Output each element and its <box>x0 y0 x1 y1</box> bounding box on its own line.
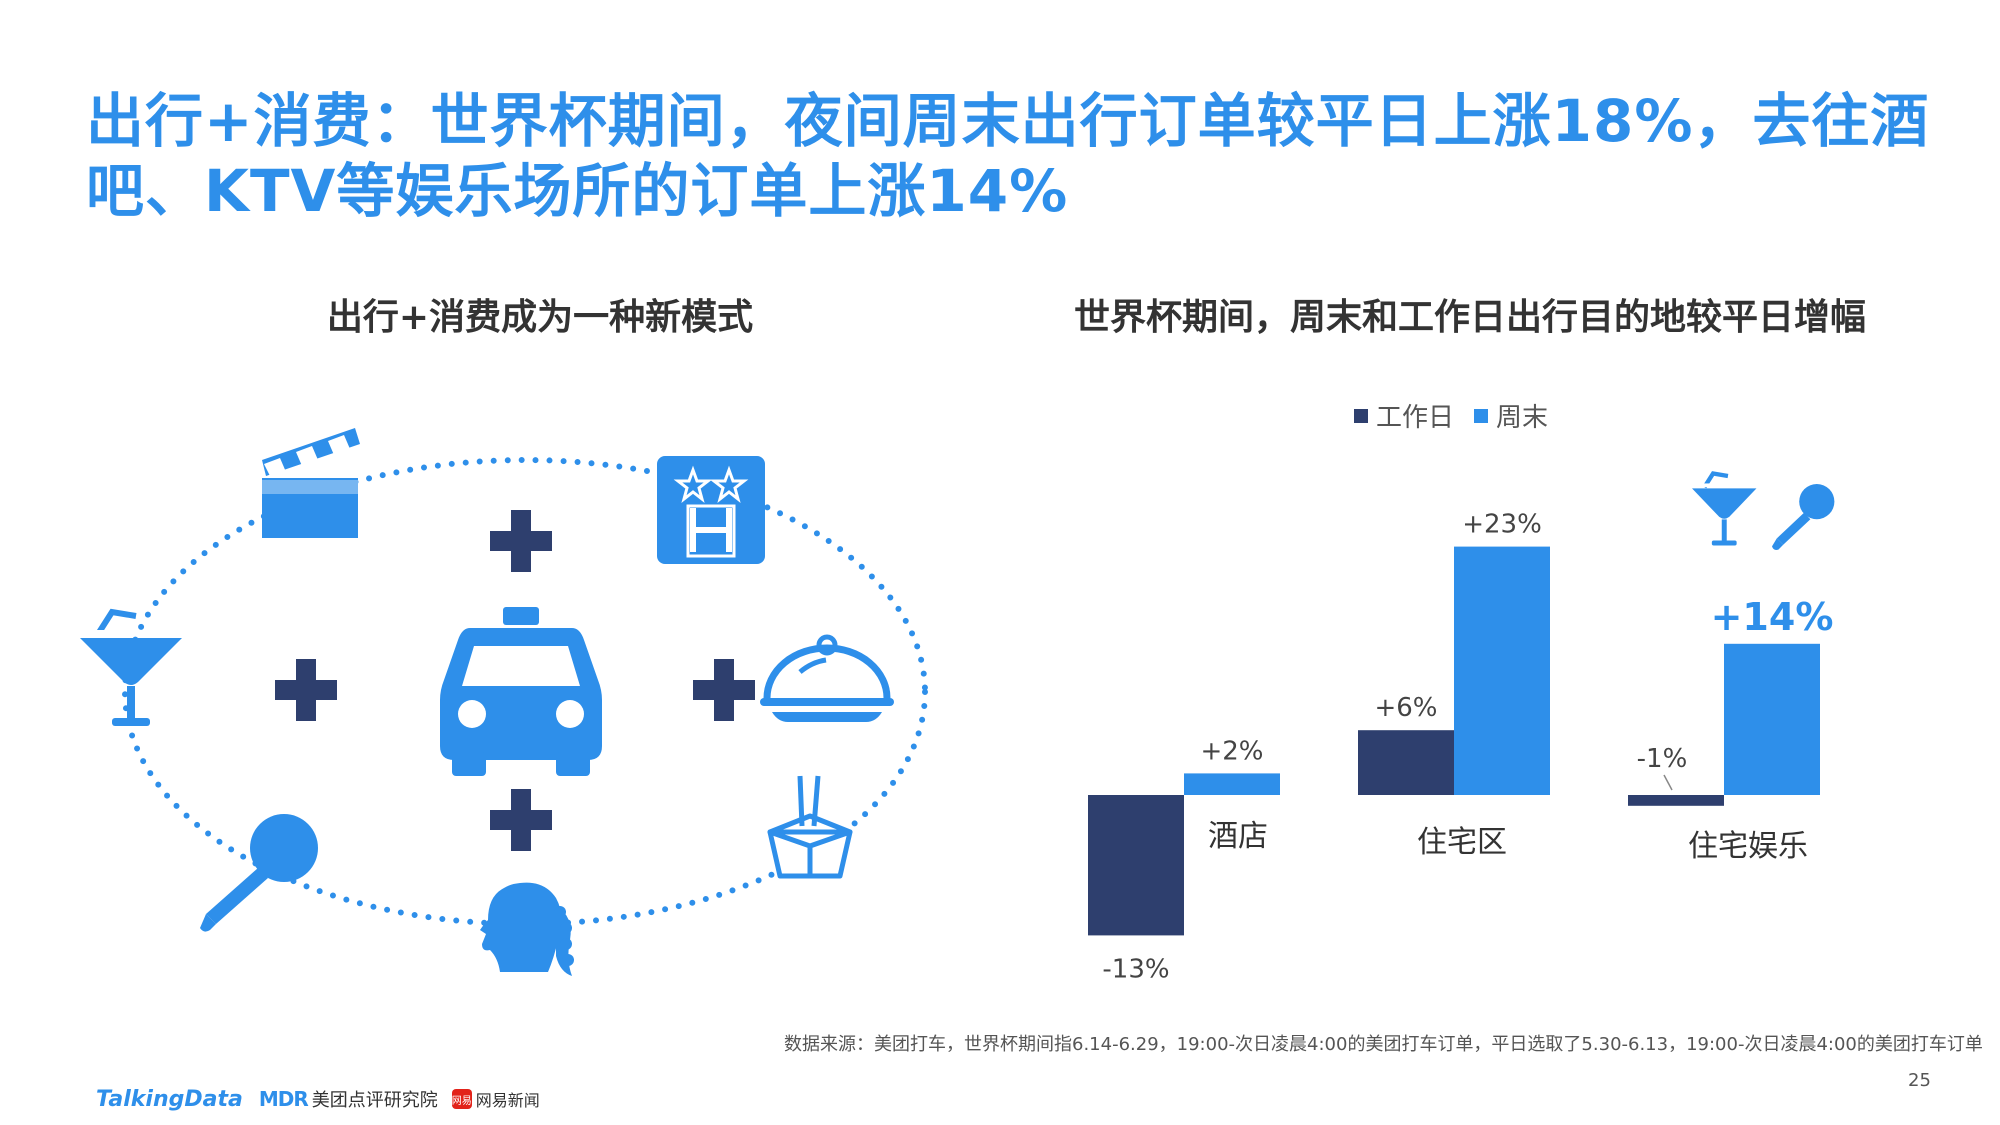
destination-growth-chart: -13% +2% 酒店 +6% +23% 住宅区 -1% +14% 住宅娱乐 <box>1088 471 1835 984</box>
dianping-logo-label: 美团点评研究院 <box>311 1090 438 1111</box>
bar-workday-0 <box>1088 795 1184 936</box>
plus-icon <box>275 659 337 721</box>
left-section-title: 出行+消费成为一种新模式 <box>326 297 754 338</box>
label-leader-line <box>1663 774 1673 791</box>
legend-label-workday: 工作日 <box>1376 403 1455 433</box>
right-section-title: 世界杯期间，周末和工作日出行目的地较平日增幅 <box>1073 297 1866 338</box>
plus-icon <box>490 510 552 572</box>
legend-swatch-workday <box>1354 408 1368 423</box>
data-label-workday-2: -1% <box>1637 744 1688 774</box>
takeout-box-icon <box>767 775 853 879</box>
partner-logos: TalkingData MDR 美团点评研究院 网易 网易新闻 <box>96 1084 540 1114</box>
data-source-note: 数据来源：美团打车，世界杯期间指6.14-6.29，19:00-次日凌晨4:00… <box>784 1034 1983 1055</box>
talkingdata-logo: TalkingData <box>96 1086 243 1112</box>
taxi-icon <box>440 607 602 776</box>
legend-item-workday: 工作日 <box>1354 397 1454 434</box>
mdr-logo: MDR <box>258 1087 309 1111</box>
wangyi-logo-icon: 网易 <box>451 1089 472 1109</box>
legend-swatch-weekend <box>1474 408 1489 423</box>
cocktail-icon <box>80 608 182 726</box>
bar-weekend-2 <box>1724 643 1820 795</box>
page-title: 出行+消费：世界杯期间，夜间周末出行订单较平日上涨18%，去往酒吧、KTV等娱乐… <box>86 87 1930 225</box>
plus-icon <box>490 789 552 851</box>
category-label-0: 酒店 <box>1208 819 1268 854</box>
legend-item-weekend: 周末 <box>1474 397 1548 434</box>
cocktail-icon <box>1692 471 1757 546</box>
page-number: 25 <box>1908 1070 1931 1091</box>
hotel-icon <box>657 456 765 564</box>
bar-workday-1 <box>1358 730 1454 795</box>
food-cloche-icon <box>760 634 894 722</box>
bar-weekend-0 <box>1184 773 1280 795</box>
data-label-weekend-2: +14% <box>1711 595 1834 639</box>
bar-weekend-1 <box>1454 546 1550 795</box>
category-label-1: 住宅区 <box>1417 825 1507 860</box>
data-label-weekend-1: +23% <box>1462 510 1542 540</box>
microphone-icon <box>200 814 318 932</box>
microphone-icon <box>1772 484 1835 550</box>
plus-icon <box>693 659 755 721</box>
data-label-workday-1: +6% <box>1374 693 1437 723</box>
bar-workday-2 <box>1628 795 1724 806</box>
data-label-workday-0: -13% <box>1102 954 1169 984</box>
data-label-weekend-0: +2% <box>1200 736 1263 766</box>
wangyi-logo-label: 网易新闻 <box>475 1091 540 1110</box>
woman-head-icon <box>480 882 574 976</box>
clapperboard-icon <box>262 428 360 538</box>
chart-legend: 工作日 周末 <box>1354 397 1568 434</box>
travel-consumption-infographic <box>80 428 928 976</box>
legend-label-weekend: 周末 <box>1496 403 1549 433</box>
category-label-2: 住宅娱乐 <box>1688 829 1808 864</box>
